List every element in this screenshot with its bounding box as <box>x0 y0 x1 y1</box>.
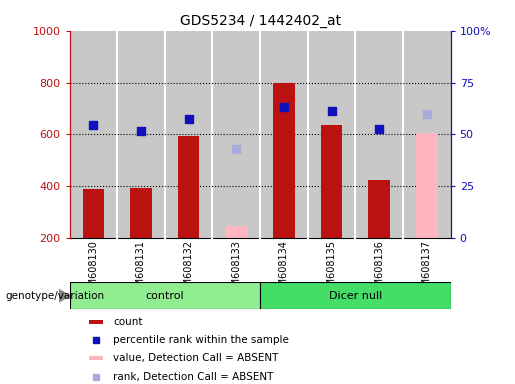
Bar <box>355 31 403 238</box>
Text: GSM608137: GSM608137 <box>422 240 432 299</box>
Point <box>232 146 241 152</box>
Bar <box>368 180 390 238</box>
Text: count: count <box>113 317 143 327</box>
Bar <box>89 356 103 361</box>
Bar <box>226 227 247 238</box>
Point <box>280 104 288 110</box>
Bar <box>416 133 438 238</box>
Bar <box>273 83 295 238</box>
Point <box>423 111 431 117</box>
Text: Dicer null: Dicer null <box>329 291 382 301</box>
Bar <box>403 31 451 238</box>
Text: GSM608131: GSM608131 <box>136 240 146 299</box>
Bar <box>165 31 212 238</box>
Bar <box>212 31 260 238</box>
Point <box>328 108 336 114</box>
Point <box>137 127 145 134</box>
Text: GSM608130: GSM608130 <box>89 240 98 299</box>
Title: GDS5234 / 1442402_at: GDS5234 / 1442402_at <box>180 14 340 28</box>
Polygon shape <box>59 290 70 302</box>
Bar <box>70 282 260 309</box>
Text: control: control <box>146 291 184 301</box>
Text: GSM608136: GSM608136 <box>374 240 384 299</box>
Bar <box>89 320 103 324</box>
Text: GSM608132: GSM608132 <box>184 240 194 299</box>
Bar <box>260 282 451 309</box>
Point <box>375 126 383 132</box>
Text: GSM608133: GSM608133 <box>231 240 241 299</box>
Text: genotype/variation: genotype/variation <box>5 291 104 301</box>
Bar <box>307 31 355 238</box>
Bar <box>178 136 199 238</box>
Text: GSM608135: GSM608135 <box>327 240 336 299</box>
Text: rank, Detection Call = ABSENT: rank, Detection Call = ABSENT <box>113 372 274 382</box>
Text: value, Detection Call = ABSENT: value, Detection Call = ABSENT <box>113 353 279 364</box>
Bar <box>82 189 104 238</box>
Point <box>184 116 193 122</box>
Bar <box>70 31 117 238</box>
Bar <box>321 125 342 238</box>
Point <box>89 122 97 128</box>
Text: GSM608134: GSM608134 <box>279 240 289 299</box>
Bar <box>117 31 165 238</box>
Bar <box>260 31 308 238</box>
Text: percentile rank within the sample: percentile rank within the sample <box>113 335 289 345</box>
Bar <box>130 187 152 238</box>
